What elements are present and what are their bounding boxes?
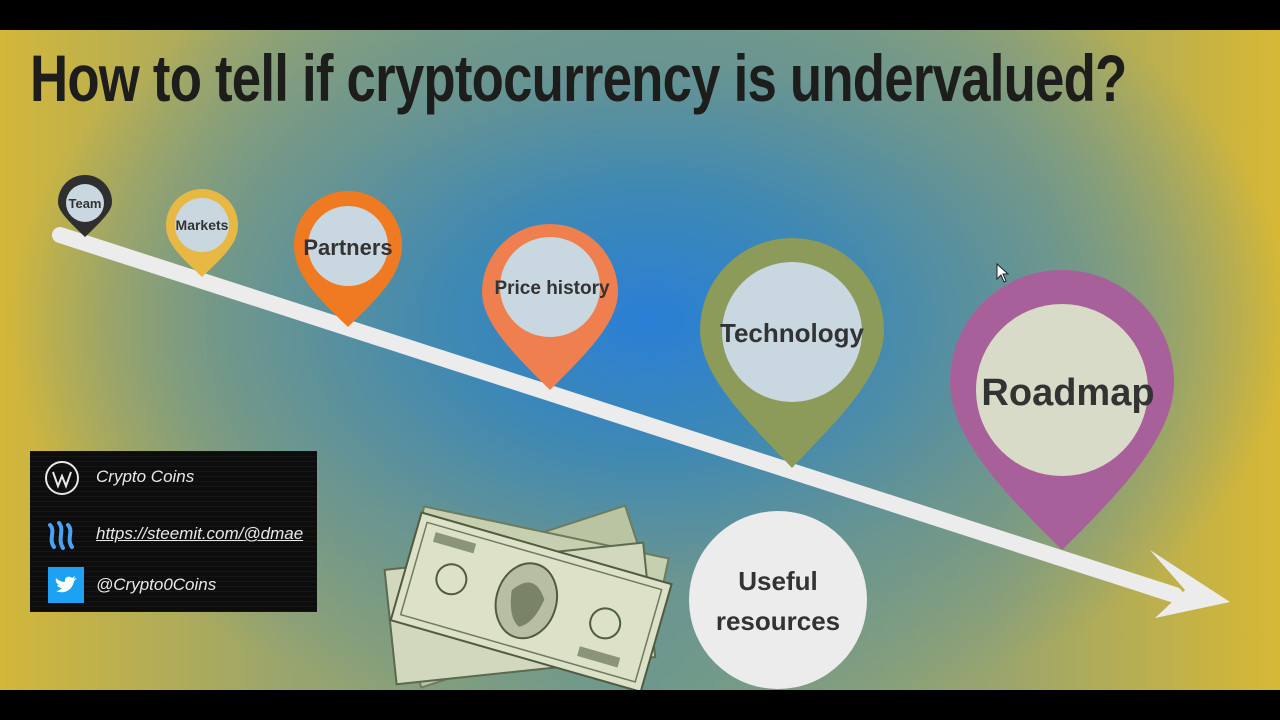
twitter-handle[interactable]: @Crypto0Coins (96, 575, 217, 594)
pin-technology: Technology (700, 238, 884, 468)
pin-label-roadmap: Roadmap (981, 372, 1154, 414)
resources-line-2: resources (716, 606, 840, 636)
channel-name: Crypto Coins (96, 467, 195, 486)
social-row-steemit[interactable]: https://steemit.com/@dmae (30, 514, 317, 554)
pin-price-history: Price history (482, 223, 619, 390)
useful-resources-circle: Useful resources (689, 511, 867, 689)
pin-label-price-history: Price history (494, 278, 610, 299)
social-links-panel: Crypto Coins https://steemit.com/@dmae @… (30, 451, 317, 612)
pin-markets: Markets (166, 189, 238, 277)
steemit-icon (48, 521, 74, 550)
steemit-link[interactable]: https://steemit.com/@dmae (96, 524, 304, 543)
pin-partners: Partners (294, 191, 402, 327)
timeline-arrow (52, 227, 1230, 618)
pin-team: Team (58, 175, 112, 237)
pin-label-partners: Partners (303, 235, 392, 260)
resources-line-1: Useful (738, 566, 817, 596)
pin-label-team: Team (69, 196, 102, 211)
money-stack-image (383, 504, 673, 690)
pin-label-technology: Technology (720, 318, 865, 348)
social-row-twitter[interactable]: @Crypto0Coins (30, 565, 317, 605)
slide-title: How to tell if cryptocurrency is underva… (30, 41, 1127, 115)
slide-canvas: How to tell if cryptocurrency is underva… (0, 30, 1280, 690)
pin-roadmap: Roadmap (950, 270, 1174, 550)
twitter-icon (48, 567, 84, 603)
pin-label-markets: Markets (176, 217, 229, 233)
mouse-cursor-icon (996, 263, 1010, 283)
roadmap-diagram: Team Markets Partners Price history Tech… (52, 175, 1230, 689)
crypto-coins-logo-icon (45, 461, 79, 495)
social-row-channel: Crypto Coins (30, 457, 317, 497)
